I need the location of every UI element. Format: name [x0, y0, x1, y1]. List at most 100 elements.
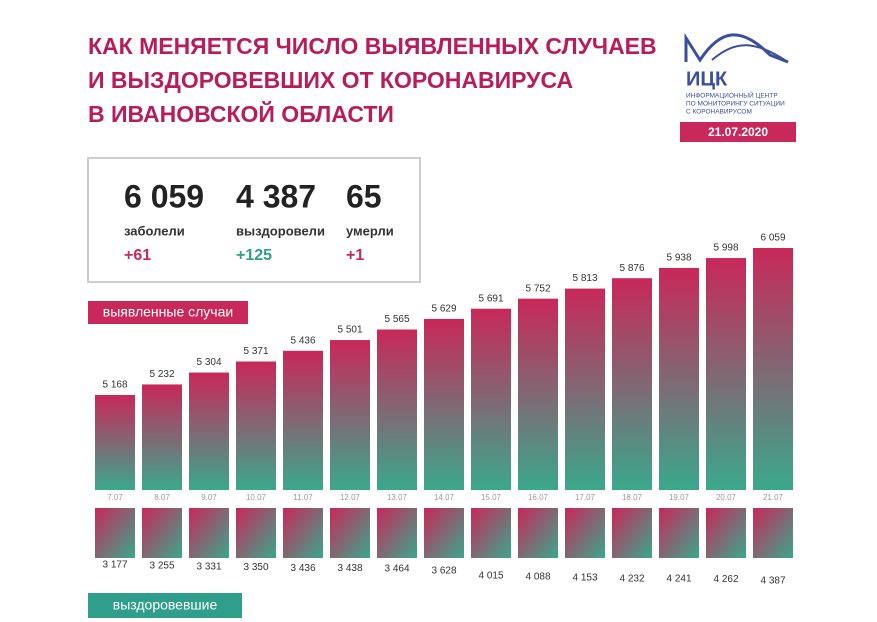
logo-text: С КОРОНАВИРУСОМ: [686, 109, 752, 116]
value-label: 4 153: [572, 573, 597, 584]
x-tick-label: 8.07: [154, 493, 170, 502]
bar: [189, 372, 229, 490]
summary-delta: +125: [236, 247, 272, 264]
logo-icon: [711, 44, 789, 63]
logo-name: ИЦК: [686, 68, 728, 90]
x-tick-label: 11.07: [293, 493, 313, 502]
legend-box: [88, 593, 242, 618]
logo-text: ИНФОРМАЦИОННЫЙ ЦЕНТР: [686, 91, 778, 100]
x-tick-label: 18.07: [622, 493, 643, 502]
legend-label: выявленные случаи: [103, 304, 233, 320]
summary-box: [87, 157, 421, 283]
recovered-tile: [95, 508, 135, 558]
value-label: 3 350: [243, 562, 268, 573]
summary-total: 65: [346, 178, 382, 214]
recovered-tile: [753, 508, 793, 558]
x-tick-label: 17.07: [575, 493, 596, 502]
x-tick-label: 21.07: [763, 493, 784, 502]
value-label: 3 177: [102, 560, 127, 571]
summary-total: 4 387: [236, 178, 316, 214]
x-tick-label: 19.07: [669, 493, 690, 502]
value-label: 5 565: [384, 314, 409, 325]
summary-delta: +61: [124, 247, 151, 264]
bar: [612, 278, 652, 490]
summary-label: заболели: [124, 223, 185, 238]
bar: [753, 248, 793, 490]
recovered-tile: [377, 508, 417, 558]
recovered-tile: [612, 508, 652, 558]
x-tick-label: 14.07: [434, 493, 455, 502]
value-label: 5 232: [149, 369, 174, 380]
value-label: 3 438: [337, 563, 362, 574]
summary-label: выздоровели: [236, 223, 325, 238]
bar: [424, 318, 464, 490]
recovered-tile: [142, 508, 182, 558]
bar: [283, 350, 323, 490]
value-label: 5 501: [337, 325, 362, 336]
summary-delta: +1: [346, 247, 364, 264]
logo-icon: [684, 32, 789, 64]
bar: [518, 298, 558, 490]
recovered-tile: [189, 508, 229, 558]
value-label: 5 876: [619, 263, 644, 274]
value-label: 5 998: [713, 243, 738, 254]
title-line: В ИВАНОВСКОЙ ОБЛАСТИ: [88, 100, 394, 127]
x-tick-label: 12.07: [340, 493, 361, 502]
value-label: 3 628: [431, 566, 456, 577]
value-label: 5 691: [478, 293, 503, 304]
bar: [565, 288, 605, 490]
x-tick-label: 15.07: [481, 493, 502, 502]
value-label: 4 015: [478, 571, 503, 582]
x-tick-label: 10.07: [246, 493, 267, 502]
value-label: 5 436: [290, 335, 315, 346]
bar: [377, 329, 417, 490]
summary-label: умерли: [346, 223, 394, 238]
value-label: 5 629: [431, 304, 456, 315]
x-tick-label: 13.07: [387, 493, 408, 502]
title-line: И ВЫЗДОРОВЕВШИХ ОТ КОРОНАВИРУСА: [88, 67, 573, 93]
x-tick-label: 7.07: [107, 493, 123, 502]
value-label: 5 304: [196, 357, 221, 368]
value-label: 3 436: [290, 563, 315, 574]
legend-box: [88, 301, 248, 324]
recovered-tile: [236, 508, 276, 558]
x-tick-label: 20.07: [716, 493, 737, 502]
summary-total: 6 059: [124, 178, 204, 214]
bar: [95, 395, 135, 490]
bar: [236, 361, 276, 490]
recovered-tile: [471, 508, 511, 558]
date-badge: [680, 122, 796, 142]
x-tick-label: 16.07: [528, 493, 549, 502]
value-label: 4 241: [666, 574, 691, 585]
date: 21.07.2020: [708, 125, 768, 139]
logo-text: ПО МОНИТОРИНГУ СИТУАЦИИ: [686, 101, 785, 108]
bar: [142, 384, 182, 490]
value-label: 5 371: [243, 346, 268, 357]
bar: [706, 258, 746, 490]
value-label: 5 752: [525, 283, 550, 294]
value-label: 4 262: [713, 574, 738, 585]
recovered-tile: [330, 508, 370, 558]
value-label: 4 232: [619, 574, 644, 585]
bar: [471, 308, 511, 490]
value-label: 4 088: [525, 572, 550, 583]
recovered-tile: [706, 508, 746, 558]
recovered-tile: [565, 508, 605, 558]
legend-label: выздоровевшие: [113, 597, 218, 613]
recovered-tile: [518, 508, 558, 558]
x-tick-label: 9.07: [201, 493, 217, 502]
value-label: 3 255: [149, 561, 174, 572]
value-label: 3 464: [384, 563, 409, 574]
recovered-tile: [659, 508, 699, 558]
recovered-tile: [424, 508, 464, 558]
bar: [659, 267, 699, 490]
recovered-tile: [283, 508, 323, 558]
value-label: 5 813: [572, 273, 597, 284]
value-label: 5 938: [666, 253, 691, 264]
title-line: КАК МЕНЯЕТСЯ ЧИСЛО ВЫЯВЛЕННЫХ СЛУЧАЕВ: [88, 33, 657, 59]
value-label: 3 331: [196, 562, 221, 573]
bar: [330, 340, 370, 490]
value-label: 6 059: [760, 233, 785, 244]
value-label: 5 168: [102, 380, 127, 391]
